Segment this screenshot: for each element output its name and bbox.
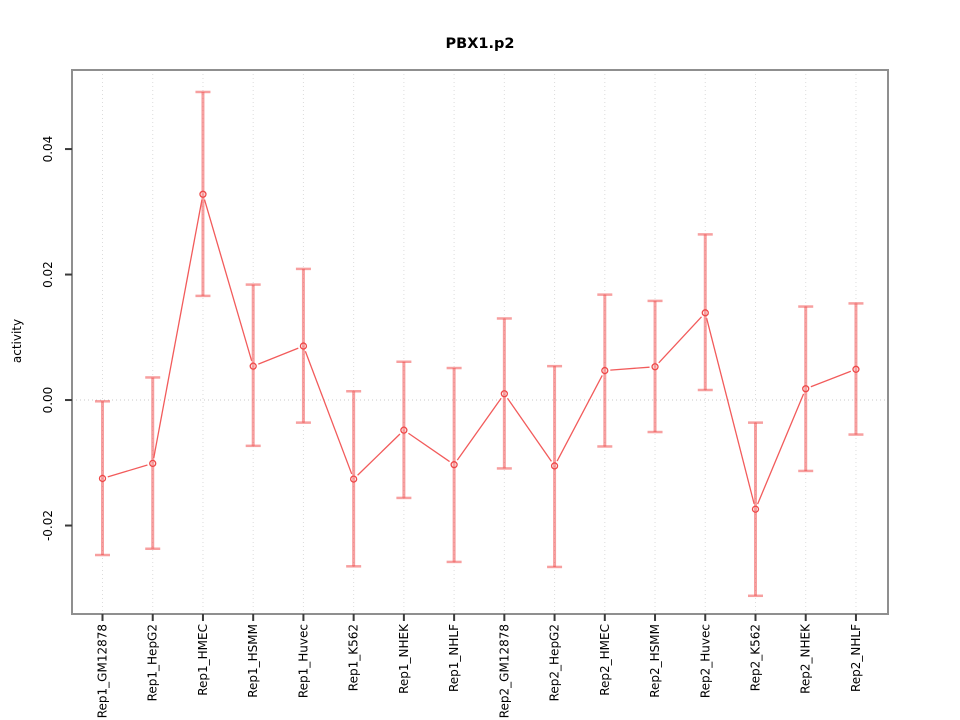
x-tick-label: Rep2_GM12878 [497, 624, 511, 718]
series-line-segment [610, 366, 650, 371]
data-point [802, 385, 810, 393]
data-point [852, 365, 860, 373]
x-tick-label: Rep2_HSMM [648, 624, 662, 698]
y-tick-label: 0.02 [41, 261, 55, 288]
data-point [349, 475, 358, 483]
data-point [500, 390, 508, 398]
data-point [249, 362, 257, 370]
x-tick-label: Rep2_Huvec [698, 624, 712, 698]
series-line-segment [705, 317, 755, 505]
series-line-segment [107, 464, 148, 478]
series-line-segment [203, 199, 253, 362]
x-tick-label: Rep1_NHEK [397, 623, 411, 694]
x-tick-label: Rep2_NHLF [849, 624, 863, 692]
data-point [199, 190, 207, 198]
x-tick-label: Rep1_NHLF [447, 624, 461, 692]
series-line-segment [757, 393, 805, 505]
data-point [601, 366, 609, 375]
series-line-segment [258, 347, 299, 365]
y-tick-label: -0.02 [41, 510, 55, 541]
series-line-segment [304, 350, 353, 475]
y-tick-label: 0.00 [41, 387, 55, 414]
x-tick-label: Rep2_HMEC [598, 624, 612, 696]
x-tick-label: Rep2_K562 [748, 624, 762, 691]
x-tick-label: Rep1_GM12878 [96, 624, 110, 718]
x-tick-label: Rep1_Huvec [296, 624, 310, 698]
chart-title: PBX1.p2 [445, 36, 515, 52]
x-tick-label: Rep1_HepG2 [146, 624, 160, 701]
data-point [149, 459, 157, 468]
x-tick-label: Rep2_NHEK [799, 623, 813, 694]
data-point [651, 363, 659, 371]
data-point [299, 342, 308, 350]
data-point [701, 309, 709, 317]
data-point [550, 462, 559, 470]
series-line-segment [153, 199, 203, 459]
x-tick-label: Rep1_HMEC [196, 624, 210, 696]
series-line-segment [810, 370, 852, 388]
y-tick-label: 0.04 [41, 136, 55, 163]
x-tick-label: Rep2_HepG2 [548, 624, 562, 701]
series-line-segment [556, 375, 603, 462]
series-line-segment [506, 397, 552, 462]
x-tick-label: Rep1_K562 [347, 624, 361, 691]
series-line-segment [408, 432, 450, 463]
data-point [751, 505, 760, 513]
series-line-segment [456, 397, 502, 461]
series-line-segment [658, 316, 702, 364]
data-point [98, 474, 107, 483]
x-tick-label: Rep1_HSMM [246, 624, 260, 698]
data-point [450, 461, 458, 469]
series-line-segment [357, 433, 401, 476]
plot-box [71, 69, 889, 615]
data-point [400, 426, 408, 434]
